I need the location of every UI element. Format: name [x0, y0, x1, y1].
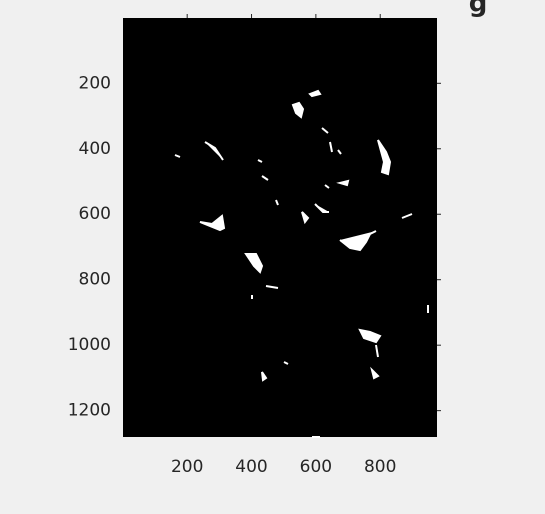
x-tick-label: 400 [235, 457, 267, 477]
page: g 20040060080020040060080010001200 (() =… [0, 0, 545, 514]
y-tick-label: 600 [79, 204, 111, 224]
y-tick-label: 800 [79, 270, 111, 290]
y-tick-label: 200 [79, 73, 111, 93]
y-tick-label: 1000 [68, 335, 111, 355]
image [123, 18, 437, 437]
x-tick-label: 200 [171, 457, 203, 477]
y-tick-label: 400 [79, 139, 111, 159]
chart-title: g [469, 0, 488, 19]
y-tick-label: 1200 [68, 401, 111, 421]
chart: g 200 400 600 800 200 400 600 800 1000 1200 [0, 0, 545, 514]
x-tick-label: 800 [364, 457, 396, 477]
x-tick-label: 600 [300, 457, 332, 477]
